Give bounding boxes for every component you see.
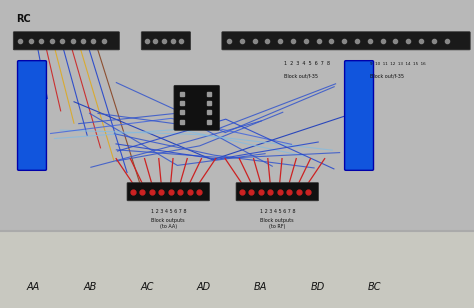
Text: AC: AC: [140, 282, 154, 291]
Text: AD: AD: [197, 282, 211, 291]
Text: 9  10  11  12  13  14  15  16: 9 10 11 12 13 14 15 16: [370, 62, 426, 66]
Text: Block outputs
(to AA): Block outputs (to AA): [152, 218, 185, 229]
Text: AB: AB: [83, 282, 97, 291]
Text: 1 2 3 4 5 6 7 8: 1 2 3 4 5 6 7 8: [260, 209, 295, 213]
Text: AA: AA: [27, 282, 40, 291]
Text: Block outputs
(to RF): Block outputs (to RF): [261, 218, 294, 229]
FancyBboxPatch shape: [13, 32, 119, 50]
Text: BC: BC: [368, 282, 381, 291]
Text: BD: BD: [310, 282, 325, 291]
FancyBboxPatch shape: [18, 61, 46, 170]
Text: Block out/f-35: Block out/f-35: [284, 73, 319, 78]
Text: 1  2  3  4  5  6  7  8: 1 2 3 4 5 6 7 8: [284, 61, 330, 66]
FancyBboxPatch shape: [236, 183, 319, 201]
FancyBboxPatch shape: [141, 32, 191, 50]
Bar: [0, 0, 474, 231]
FancyBboxPatch shape: [127, 183, 210, 201]
Text: 1 2 3 4 5 6 7 8: 1 2 3 4 5 6 7 8: [151, 209, 186, 213]
Bar: [0, 231, 474, 308]
FancyBboxPatch shape: [174, 85, 219, 130]
Text: BA: BA: [254, 282, 267, 291]
Text: RC: RC: [17, 14, 31, 23]
Text: Block out/f-35: Block out/f-35: [370, 73, 404, 78]
FancyBboxPatch shape: [345, 61, 374, 170]
FancyBboxPatch shape: [222, 32, 470, 50]
